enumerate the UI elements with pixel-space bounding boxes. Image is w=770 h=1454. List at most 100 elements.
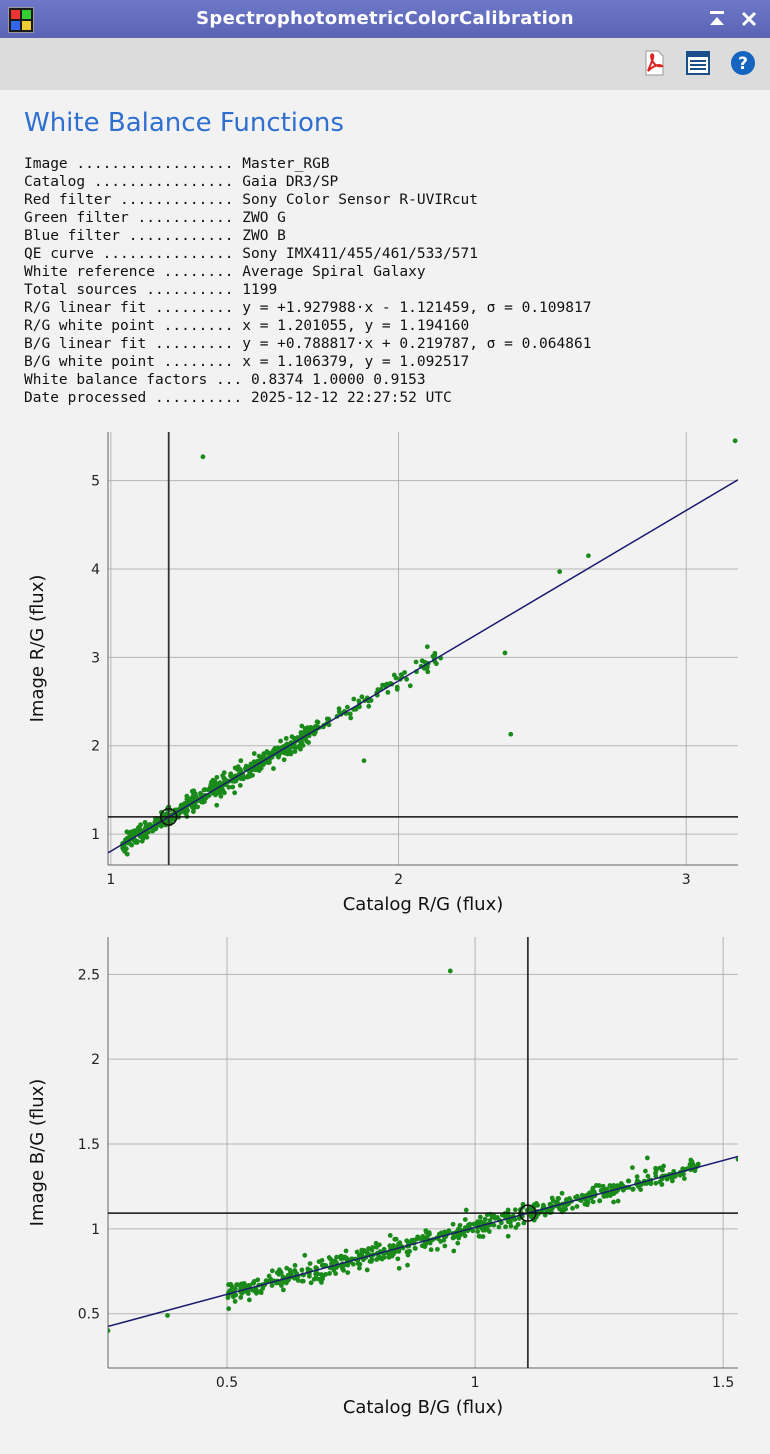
data-point <box>478 1219 484 1225</box>
report-key: Total sources .......... <box>24 282 234 298</box>
data-point <box>393 675 399 681</box>
data-point <box>413 659 419 665</box>
data-point <box>451 1248 457 1254</box>
data-point <box>462 1233 468 1239</box>
data-point <box>260 1286 266 1291</box>
close-icon <box>741 11 757 27</box>
help-icon: ? <box>731 51 755 75</box>
data-point <box>508 1223 514 1229</box>
open-window-button[interactable] <box>684 49 712 77</box>
data-point <box>243 763 249 769</box>
report-value: 1199 <box>242 282 278 298</box>
data-point <box>228 1281 234 1287</box>
report-value: y = +0.788817·x + 0.219787, σ = 0.064861 <box>242 336 592 352</box>
data-point <box>235 1282 241 1288</box>
white-point-marker <box>159 808 178 826</box>
data-point <box>435 1246 440 1252</box>
y-tick-label: 1.5 <box>78 1137 100 1153</box>
data-point <box>220 773 226 778</box>
data-point <box>289 1271 294 1277</box>
data-point <box>339 1263 344 1269</box>
data-point <box>574 1204 580 1209</box>
data-point <box>235 764 241 770</box>
data-point <box>422 1244 428 1249</box>
data-point <box>248 771 253 777</box>
report-key: Image .................. <box>24 156 234 172</box>
data-point <box>319 1262 325 1268</box>
data-point <box>407 683 413 689</box>
data-point <box>327 1271 332 1276</box>
data-point <box>139 838 145 844</box>
data-point <box>272 746 278 751</box>
data-point <box>359 694 365 700</box>
data-point <box>492 1215 498 1221</box>
data-point <box>356 1265 362 1271</box>
data-point <box>385 689 391 695</box>
data-point <box>630 1165 635 1171</box>
data-point <box>366 1246 371 1251</box>
data-point <box>681 1176 687 1181</box>
x-axis-label: Catalog B/G (flux) <box>343 1397 503 1418</box>
data-point <box>477 1233 483 1239</box>
report-value: x = 1.201055, y = 1.194160 <box>242 318 470 334</box>
data-point <box>364 1267 370 1273</box>
data-point <box>428 1247 434 1253</box>
data-point <box>126 830 132 836</box>
data-point <box>412 1245 418 1251</box>
rg-scatter-chart: 1 2 3 1 2 3 4 5 Catalog R/G (flux) Image R/G (flu… <box>27 432 738 915</box>
data-point <box>690 1161 696 1167</box>
data-point <box>190 793 196 799</box>
data-point <box>462 1225 468 1231</box>
data-point <box>404 1238 410 1244</box>
report-key: B/G linear fit ......... <box>24 336 234 352</box>
data-point <box>387 1233 393 1238</box>
close-button[interactable] <box>738 8 760 30</box>
x-tick-label: 3 <box>682 872 691 888</box>
data-point <box>379 1256 385 1262</box>
data-point <box>281 757 287 763</box>
data-point <box>393 1236 399 1242</box>
data-point <box>144 834 150 840</box>
shade-button[interactable] <box>706 8 728 30</box>
data-point <box>183 811 189 817</box>
data-point <box>222 777 228 783</box>
data-point <box>424 1234 430 1240</box>
data-point <box>299 1267 305 1273</box>
data-point <box>657 1165 663 1171</box>
data-point <box>344 704 350 710</box>
report-row: R/G linear fit ......... y = +1.927988·x… <box>24 299 591 317</box>
collapse-icon <box>710 11 724 25</box>
report-row: B/G linear fit ......... y = +0.788817·x… <box>24 335 591 353</box>
data-point <box>121 844 127 849</box>
report-key: Red filter ............. <box>24 192 234 208</box>
outlier-point <box>447 968 453 974</box>
data-point <box>323 1272 329 1277</box>
data-point <box>404 1249 410 1255</box>
data-point <box>203 795 209 801</box>
data-point <box>252 759 258 765</box>
data-point <box>324 716 330 722</box>
help-button[interactable]: ? <box>729 49 757 77</box>
data-point <box>512 1217 518 1222</box>
data-point <box>299 723 305 729</box>
data-point <box>271 766 276 771</box>
data-point <box>270 749 275 755</box>
data-point <box>475 1229 481 1234</box>
data-point <box>394 684 400 690</box>
data-point <box>638 1187 644 1193</box>
report-value: Average Spiral Galaxy <box>242 264 426 280</box>
data-point <box>680 1166 686 1172</box>
export-pdf-button[interactable] <box>640 49 668 77</box>
data-point <box>313 1271 319 1277</box>
data-point <box>292 749 298 754</box>
data-point <box>512 1207 518 1213</box>
data-point <box>451 1234 457 1240</box>
data-point <box>396 1265 402 1271</box>
data-point <box>302 1252 308 1258</box>
data-point <box>313 1265 319 1271</box>
data-point <box>423 1228 429 1233</box>
data-point <box>256 768 262 773</box>
report-value: ZWO G <box>242 210 286 226</box>
data-point <box>402 670 408 675</box>
outlier-point <box>508 731 514 737</box>
